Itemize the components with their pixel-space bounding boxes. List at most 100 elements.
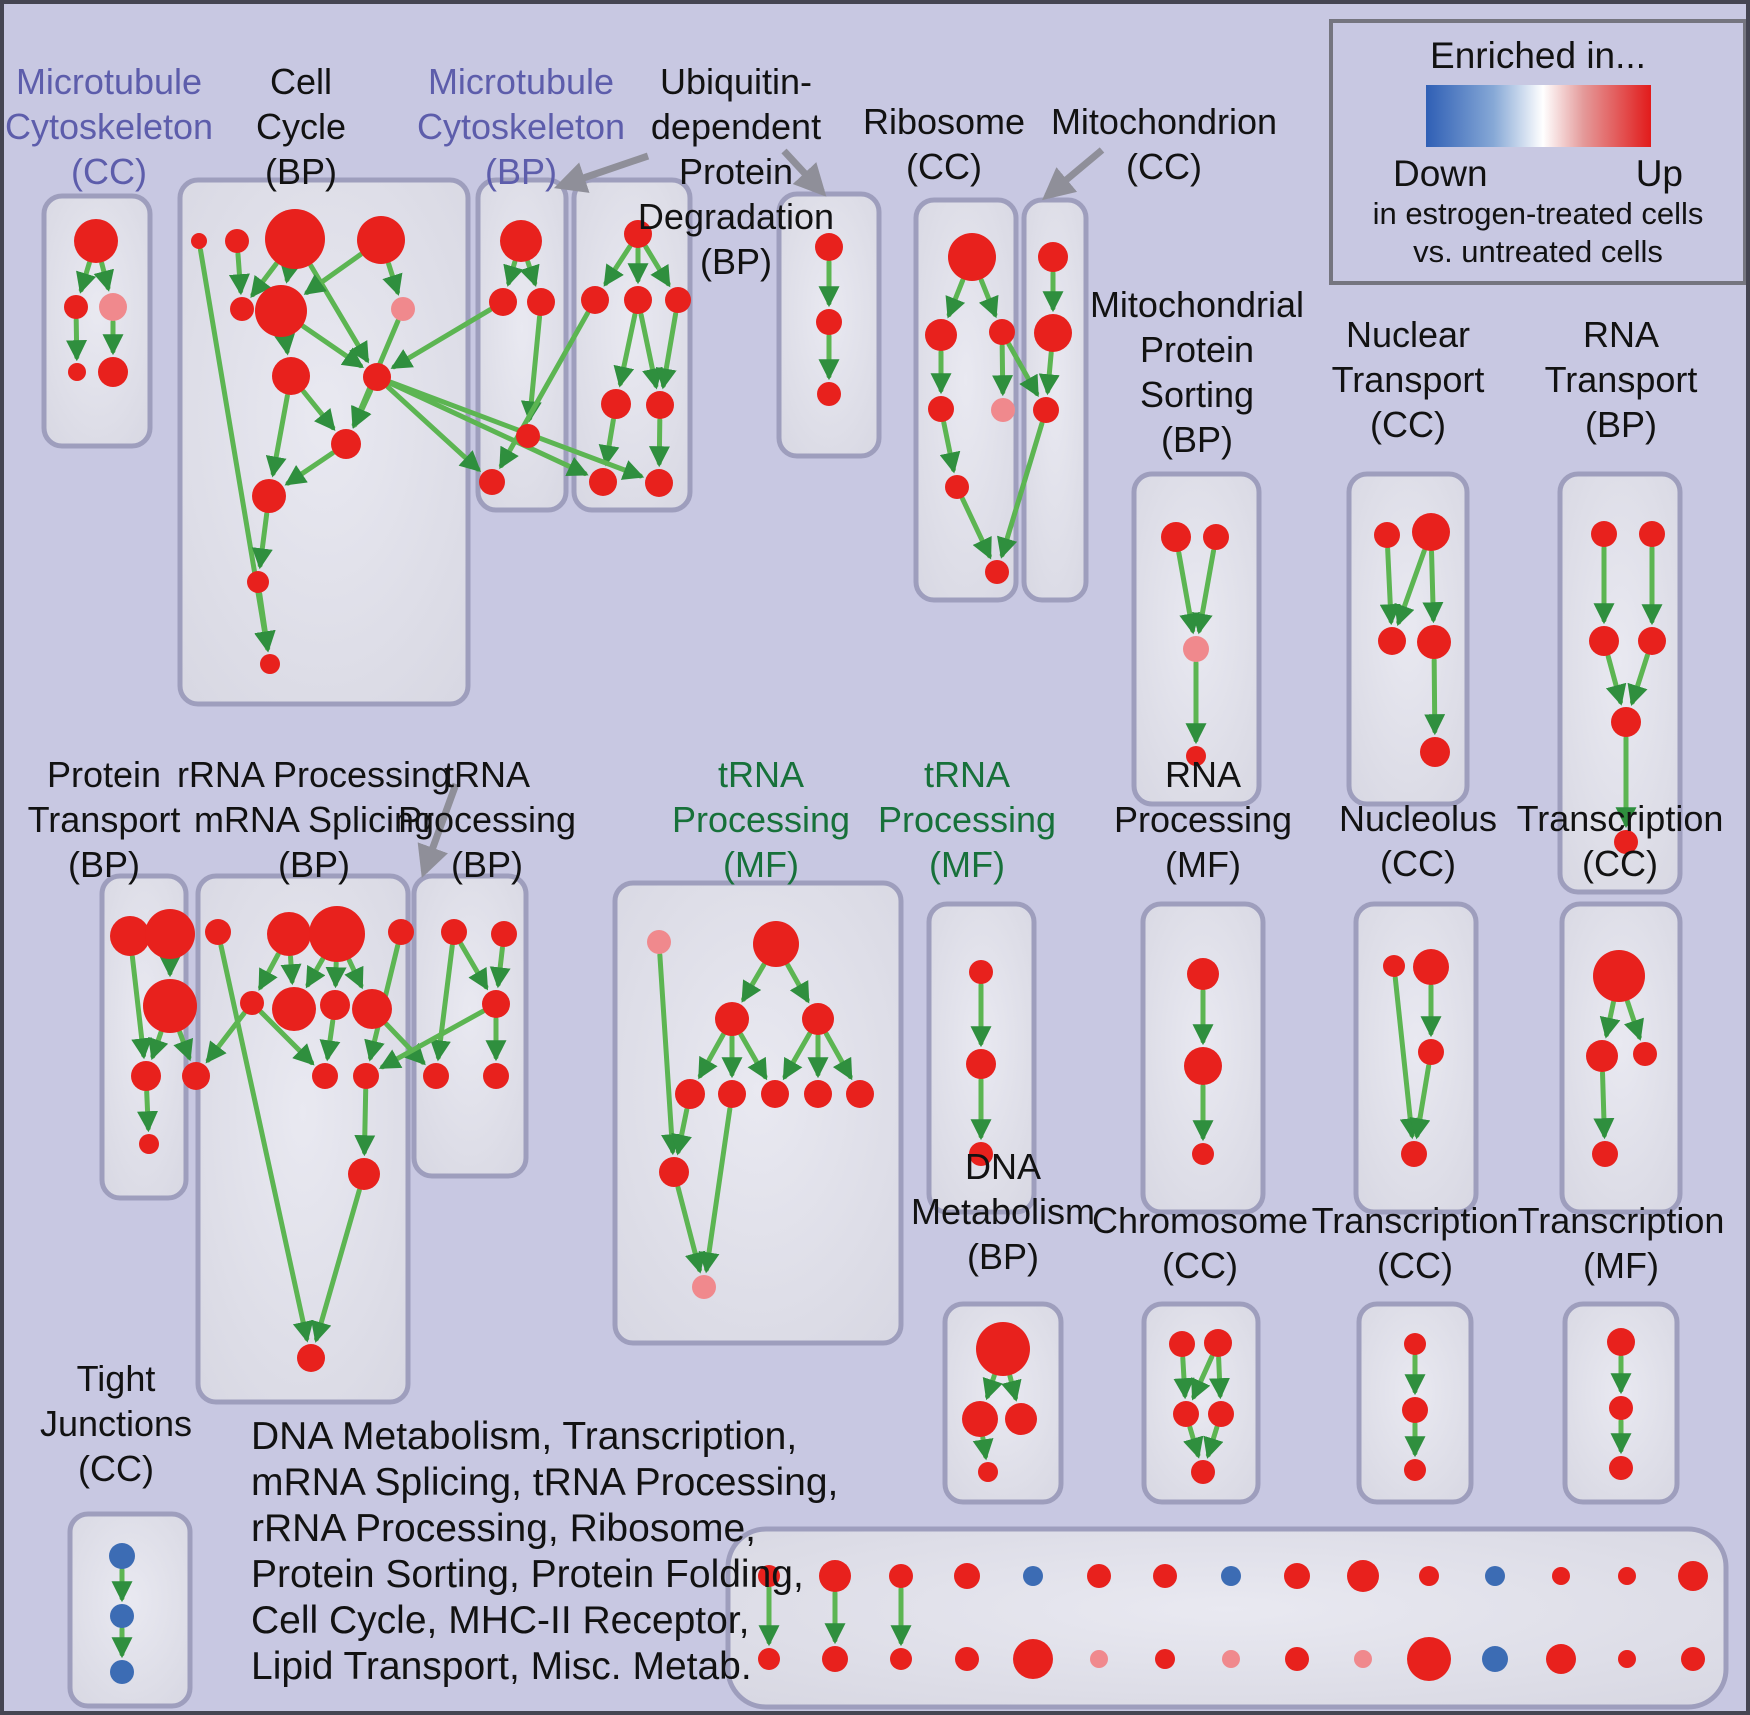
- edge: [738, 1032, 768, 1081]
- node: [1593, 950, 1645, 1002]
- edge: [643, 244, 671, 288]
- edge: [129, 954, 153, 1060]
- edge: [1006, 341, 1040, 398]
- node: [816, 309, 842, 335]
- node: [1285, 1647, 1309, 1671]
- node: [1222, 1650, 1240, 1668]
- node: [1681, 1647, 1705, 1671]
- edge: [303, 251, 364, 295]
- node: [527, 288, 555, 316]
- edge: [1183, 1424, 1204, 1459]
- edge: [1176, 550, 1201, 635]
- node: [1586, 1040, 1618, 1072]
- node: [479, 469, 505, 495]
- node: [1609, 1396, 1633, 1420]
- node: [260, 654, 280, 674]
- edge: [388, 380, 589, 477]
- edge: [258, 1009, 315, 1066]
- edge: [218, 943, 314, 1343]
- node: [353, 1063, 379, 1089]
- node: [1404, 1459, 1426, 1481]
- node: [1354, 1650, 1372, 1668]
- node: [240, 991, 264, 1015]
- node: [1418, 1039, 1444, 1065]
- node: [985, 560, 1009, 584]
- node: [966, 1049, 996, 1079]
- node: [804, 1080, 832, 1108]
- node: [1592, 1141, 1618, 1167]
- node: [955, 1647, 979, 1671]
- edge: [939, 420, 961, 474]
- edge: [382, 261, 403, 296]
- edge: [280, 261, 301, 284]
- node: [802, 1003, 834, 1035]
- edge: [284, 450, 336, 486]
- node: [1402, 1397, 1428, 1423]
- text-line: rRNA Processing, Ribosome,: [251, 1507, 757, 1550]
- node: [441, 919, 467, 945]
- node: [890, 1648, 912, 1670]
- node: [675, 1079, 705, 1109]
- cluster-box-chromosome: [1141, 1301, 1261, 1505]
- node: [1161, 522, 1191, 552]
- edge: [458, 941, 489, 991]
- node: [489, 288, 517, 316]
- node: [1412, 513, 1450, 551]
- edge: [638, 312, 663, 390]
- edge: [697, 1032, 726, 1080]
- node: [110, 1660, 134, 1684]
- node: [1284, 1563, 1310, 1589]
- edge: [603, 244, 633, 287]
- edge: [274, 333, 296, 356]
- node: [1404, 1333, 1426, 1355]
- edge: [992, 343, 1014, 397]
- edge: [1394, 548, 1427, 627]
- node: [1087, 1564, 1111, 1588]
- node: [247, 571, 269, 593]
- edge: [519, 259, 540, 287]
- node: [516, 424, 540, 448]
- label-pointer-arrow: [553, 152, 650, 193]
- node: [1639, 521, 1665, 547]
- edge: [1593, 1070, 1615, 1140]
- edge: [1605, 653, 1627, 706]
- node: [665, 287, 691, 313]
- node: [191, 233, 207, 249]
- node: [1609, 1456, 1633, 1480]
- edge: [698, 1106, 733, 1274]
- node: [312, 1063, 338, 1089]
- edge: [823, 1031, 853, 1081]
- node: [948, 233, 996, 281]
- node: [624, 220, 652, 248]
- edge: [613, 312, 638, 388]
- edge: [319, 1018, 341, 1062]
- edge: [1392, 975, 1421, 1140]
- node: [846, 1080, 874, 1108]
- edge: [1191, 548, 1217, 635]
- node: [348, 1158, 380, 1190]
- node: [601, 389, 631, 419]
- node: [718, 1080, 746, 1108]
- node: [99, 293, 127, 321]
- edge: [254, 591, 276, 653]
- edge: [325, 960, 347, 989]
- cluster-box-trna-bp: [411, 873, 529, 1179]
- legend-title: Enriched in...: [1430, 35, 1646, 76]
- node: [391, 297, 415, 321]
- edge: [498, 310, 591, 470]
- edge: [301, 389, 336, 431]
- node: [272, 987, 316, 1031]
- node: [1038, 242, 1068, 272]
- edge: [978, 277, 999, 319]
- text-line: Protein Sorting, Protein Folding,: [251, 1553, 804, 1596]
- node: [205, 919, 231, 945]
- edge: [300, 323, 364, 369]
- edge: [305, 956, 326, 989]
- node: [352, 989, 392, 1029]
- edge: [251, 511, 273, 570]
- node: [272, 357, 310, 395]
- node: [98, 357, 128, 387]
- label-pointer-arrow: [417, 782, 460, 879]
- node: [267, 912, 311, 956]
- edge: [384, 1021, 426, 1066]
